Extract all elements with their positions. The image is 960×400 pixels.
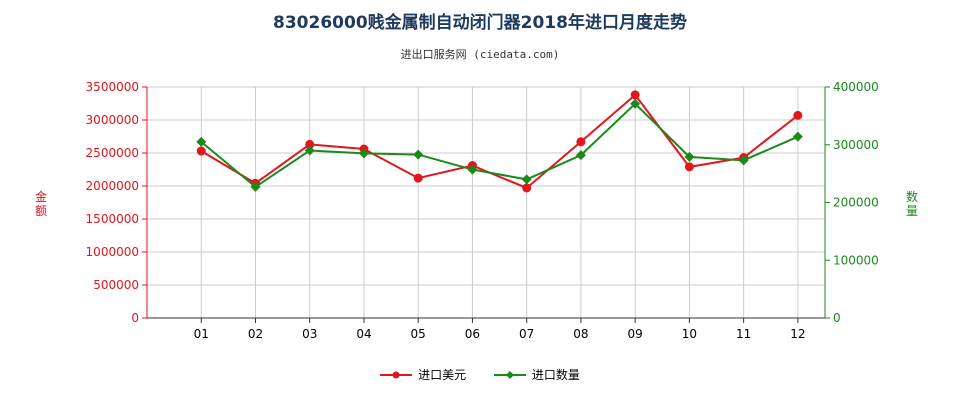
data-point-amount [793,110,803,120]
x-tick-label: 03 [302,327,317,341]
data-point-quantity [196,136,207,147]
data-point-quantity [413,149,424,160]
legend-line-amount-icon [380,371,413,378]
y-left-tick-label: 3500000 [86,80,139,94]
legend-label-amount: 进口美元 [418,368,467,382]
x-tick-label: 04 [356,327,371,341]
series-line-amount [200,93,799,190]
data-point-quantity [630,98,641,109]
data-point-amount [305,139,315,149]
series-line-quantity [200,102,799,189]
y-axis-left-label: 金额 [34,190,47,218]
data-point-amount [684,162,694,172]
data-point-quantity [738,155,749,166]
x-tick-label: 06 [465,327,480,341]
data-point-amount [522,183,532,193]
x-tick-label: 02 [248,327,263,341]
x-tick-label: 07 [519,327,534,341]
data-point-quantity [575,150,586,161]
x-tick-label: 09 [628,327,643,341]
y-left-tick-label: 2500000 [86,146,139,160]
y-left-tick-label: 0 [131,311,139,325]
chart-title: 83026000贱金属制自动闭门器2018年进口月度走势 [273,13,687,33]
data-point-amount [576,137,586,147]
data-point-amount [630,90,640,100]
legend-label-quantity: 进口数量 [531,368,580,382]
y-right-tick-label: 200000 [833,196,879,210]
chart-subtitle: 进出口服务网 (ciedata.com) [400,48,560,61]
data-point-quantity [467,164,478,175]
x-tick-label: 08 [573,327,588,341]
x-tick-label: 05 [411,327,426,341]
data-point-quantity [250,181,261,192]
y-left-tick-label: 3000000 [86,113,139,127]
data-point-quantity [358,148,369,159]
legend-line-quantity-icon [493,370,526,379]
data-point-quantity [684,151,695,162]
y-axis-right-label: 数量 [905,190,918,218]
y-right-tick-label: 400000 [833,80,879,94]
data-point-quantity [792,131,803,142]
legend-item-quantity[interactable]: 进口数量 [493,366,580,383]
y-left-tick-label: 2000000 [86,179,139,193]
data-point-amount [196,146,206,156]
x-tick-label: 12 [790,327,805,341]
legend-item-amount[interactable]: 进口美元 [380,366,466,383]
data-point-quantity [304,145,315,156]
legend: 进口美元 进口数量 [0,366,960,384]
y-left-tick-label: 500000 [93,278,139,292]
data-point-amount [413,173,423,183]
x-tick-label: 10 [682,327,697,341]
x-tick-label: 01 [194,327,209,341]
x-tick-label: 11 [736,327,751,341]
y-right-tick-label: 100000 [833,253,879,267]
y-left-tick-label: 1500000 [86,212,139,226]
y-left-tick-label: 1000000 [86,245,139,259]
y-right-tick-label: 300000 [833,138,879,152]
data-point-quantity [521,174,532,185]
y-right-tick-label: 0 [833,311,841,325]
